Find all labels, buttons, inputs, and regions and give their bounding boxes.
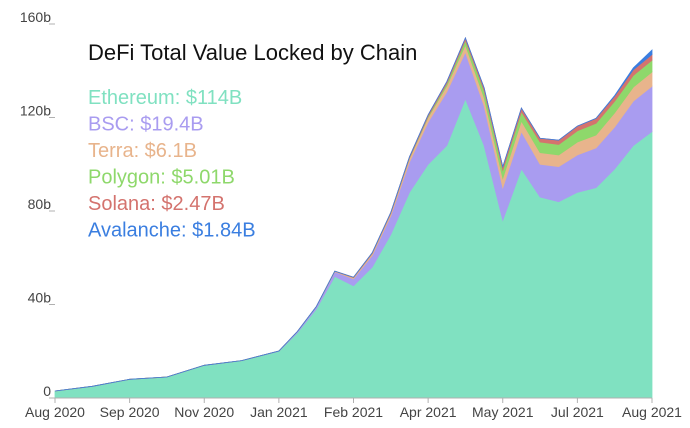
legend-item-polygon: Polygon: $5.01B [88,167,235,189]
x-tick-label: Aug 2020 [25,404,85,420]
legend-item-avalanche: Avalanche: $1.84B [88,220,256,242]
x-tick-label: Apr 2021 [400,404,457,420]
x-tick-label: Jan 2021 [250,404,308,420]
y-tick-label: 160b [20,9,51,25]
y-tick-label: 40b [28,290,52,306]
legend: Ethereum: $114B BSC: $19.4B Terra: $6.1B Po… [88,87,256,242]
area-avalanche [54,36,653,392]
legend-item-terra: Terra: $6.1B [88,140,197,162]
legend-item-bsc: BSC: $19.4B [88,114,204,136]
x-tick-label: May 2021 [472,404,534,420]
legend-item-solana: Solana: $2.47B [88,193,225,215]
x-tick-label: Sep 2020 [100,404,160,420]
x-ticks: Aug 2020 Sep 2020 Nov 2020 Jan 2021 Feb 2021… [25,398,682,420]
y-tick-label: 0 [43,383,51,399]
x-tick-label: Feb 2021 [324,404,383,420]
x-tick-label: Nov 2020 [174,404,234,420]
x-tick-label: Jul 2021 [551,404,604,420]
x-tick-label: Aug 2021 [622,404,682,420]
y-ticks: 0 40b 80b 120b 160b [20,9,55,399]
chart-title: DeFi Total Value Locked by Chain [88,40,417,65]
legend-item-ethereum: Ethereum: $114B [88,87,242,109]
y-tick-label: 80b [28,196,52,212]
y-tick-label: 120b [20,103,51,119]
